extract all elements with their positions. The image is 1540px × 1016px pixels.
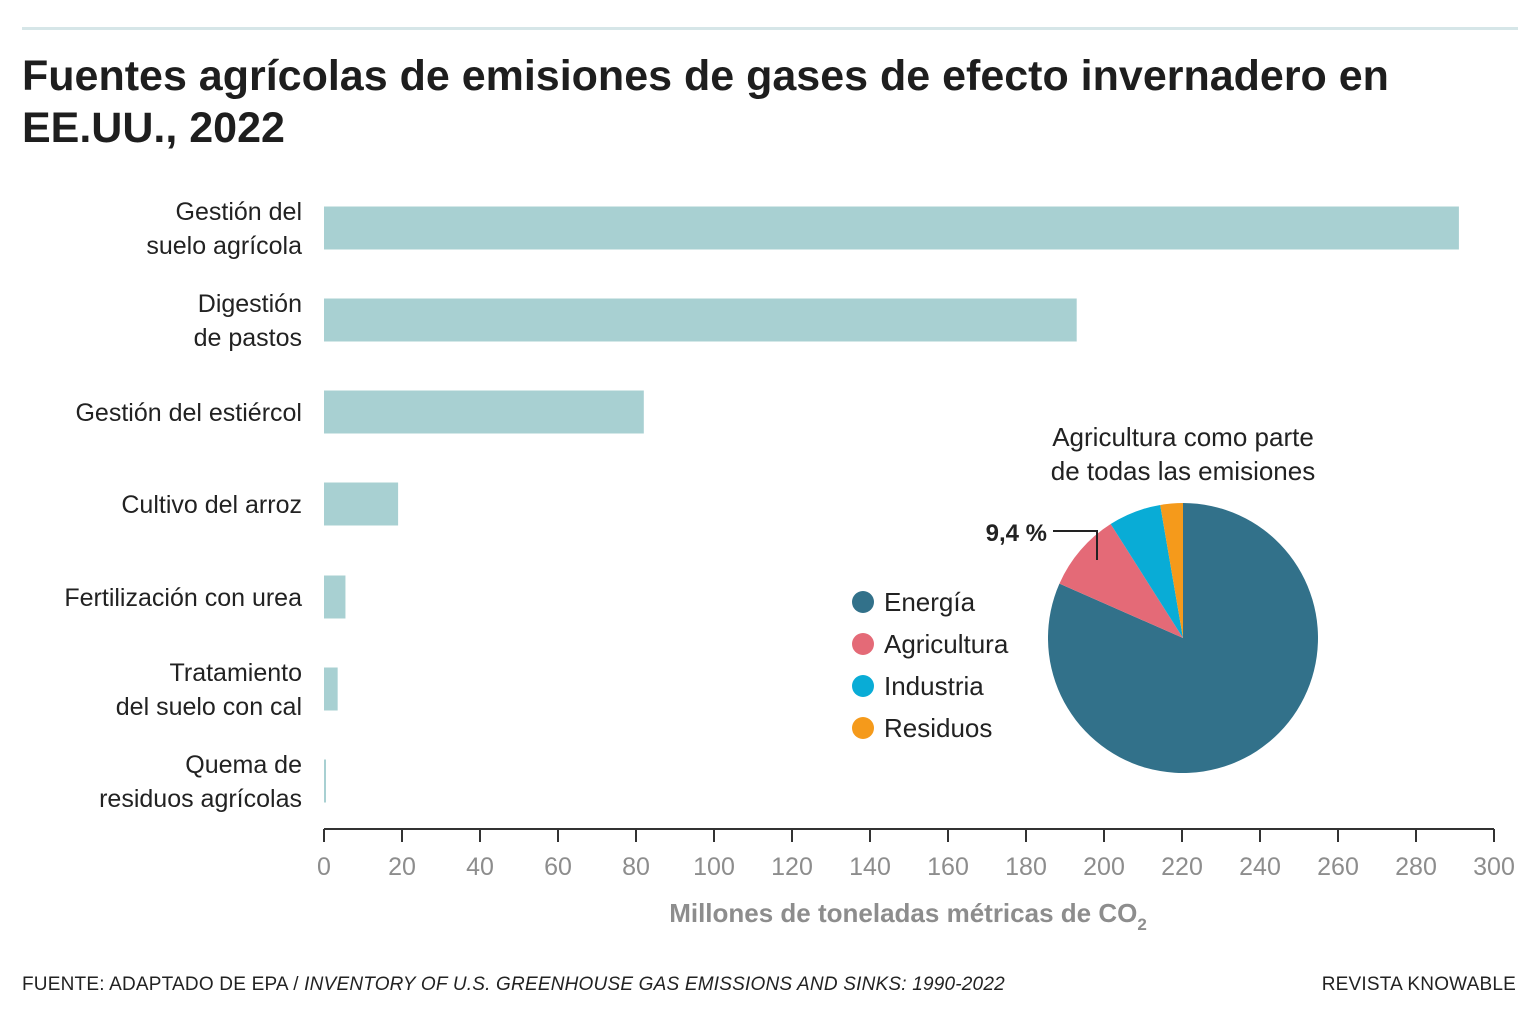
legend-label: Industria bbox=[884, 671, 984, 701]
category-label: suelo agrícola bbox=[146, 232, 302, 260]
top-rule bbox=[22, 27, 1518, 30]
bar-2 bbox=[324, 298, 1077, 342]
category-label: de pastos bbox=[194, 324, 302, 352]
x-tick-label: 240 bbox=[1239, 853, 1281, 881]
source-prefix: FUENTE: ADAPTADO DE EPA / bbox=[22, 974, 305, 995]
category-label: Gestión del bbox=[176, 198, 302, 226]
category-label: del suelo con cal bbox=[116, 693, 302, 721]
x-tick-label: 260 bbox=[1317, 853, 1359, 881]
callout-label: 9,4 % bbox=[986, 520, 1047, 547]
pie-slice-energía bbox=[1047, 503, 1318, 773]
chart-title: Fuentes agrícolas de emisiones de gases … bbox=[22, 52, 1389, 152]
credit: REVISTA KNOWABLE bbox=[1321, 974, 1516, 995]
x-axis-title: Millones de toneladas métricas de CO2 bbox=[669, 898, 1147, 934]
x-tick-label: 100 bbox=[693, 853, 735, 881]
x-tick-label: 300 bbox=[1473, 853, 1515, 881]
category-label: Tratamiento bbox=[170, 659, 302, 687]
legend-swatch-agricultura bbox=[852, 633, 874, 655]
bar-5 bbox=[324, 575, 346, 619]
x-tick-label: 200 bbox=[1083, 853, 1125, 881]
pie-slice-residuos bbox=[1160, 503, 1183, 638]
legend-swatch-energía bbox=[852, 591, 874, 613]
x-axis-title-text: Millones de toneladas métricas de CO bbox=[669, 898, 1137, 928]
category-label: Gestión del estiércol bbox=[75, 399, 302, 427]
x-tick-label: 180 bbox=[1005, 853, 1047, 881]
bar-6 bbox=[324, 667, 338, 711]
legend-label: Residuos bbox=[884, 713, 992, 743]
x-axis-title-subscript: 2 bbox=[1137, 915, 1146, 934]
category-label: Cultivo del arroz bbox=[121, 491, 302, 519]
source-title: INVENTORY OF U.S. GREENHOUSE GAS EMISSIO… bbox=[304, 974, 1005, 995]
category-label: Fertilización con urea bbox=[64, 584, 302, 612]
x-tick-label: 40 bbox=[466, 853, 494, 881]
pie-title: Agricultura como parte bbox=[1052, 422, 1314, 452]
x-tick-label: 0 bbox=[317, 853, 331, 881]
source-note: FUENTE: ADAPTADO DE EPA / INVENTORY OF U… bbox=[22, 974, 1005, 996]
x-tick-label: 140 bbox=[849, 853, 891, 881]
x-tick-label: 20 bbox=[388, 853, 416, 881]
category-label: Digestión bbox=[198, 290, 302, 318]
category-label: Quema de bbox=[185, 751, 302, 779]
x-tick-label: 120 bbox=[771, 853, 813, 881]
legend-label: Energía bbox=[884, 587, 976, 617]
x-tick-label: 60 bbox=[544, 853, 572, 881]
callout-leader-line bbox=[1053, 530, 1098, 560]
x-tick-label: 80 bbox=[622, 853, 650, 881]
legend-swatch-residuos bbox=[852, 717, 874, 739]
category-label: residuos agrícolas bbox=[99, 785, 302, 813]
legend-swatch-industria bbox=[852, 675, 874, 697]
pie-title: de todas las emisiones bbox=[1051, 456, 1315, 486]
bar-1 bbox=[324, 206, 1459, 250]
x-tick-label: 160 bbox=[927, 853, 969, 881]
pie-slice-industria bbox=[1110, 504, 1183, 638]
bar-4 bbox=[324, 482, 399, 526]
x-tick-label: 220 bbox=[1161, 853, 1203, 881]
bar-3 bbox=[324, 390, 644, 434]
legend-label: Agricultura bbox=[884, 629, 1009, 659]
x-tick-label: 280 bbox=[1395, 853, 1437, 881]
bar-7 bbox=[324, 759, 326, 803]
pie-slice-agricultura bbox=[1059, 524, 1183, 638]
